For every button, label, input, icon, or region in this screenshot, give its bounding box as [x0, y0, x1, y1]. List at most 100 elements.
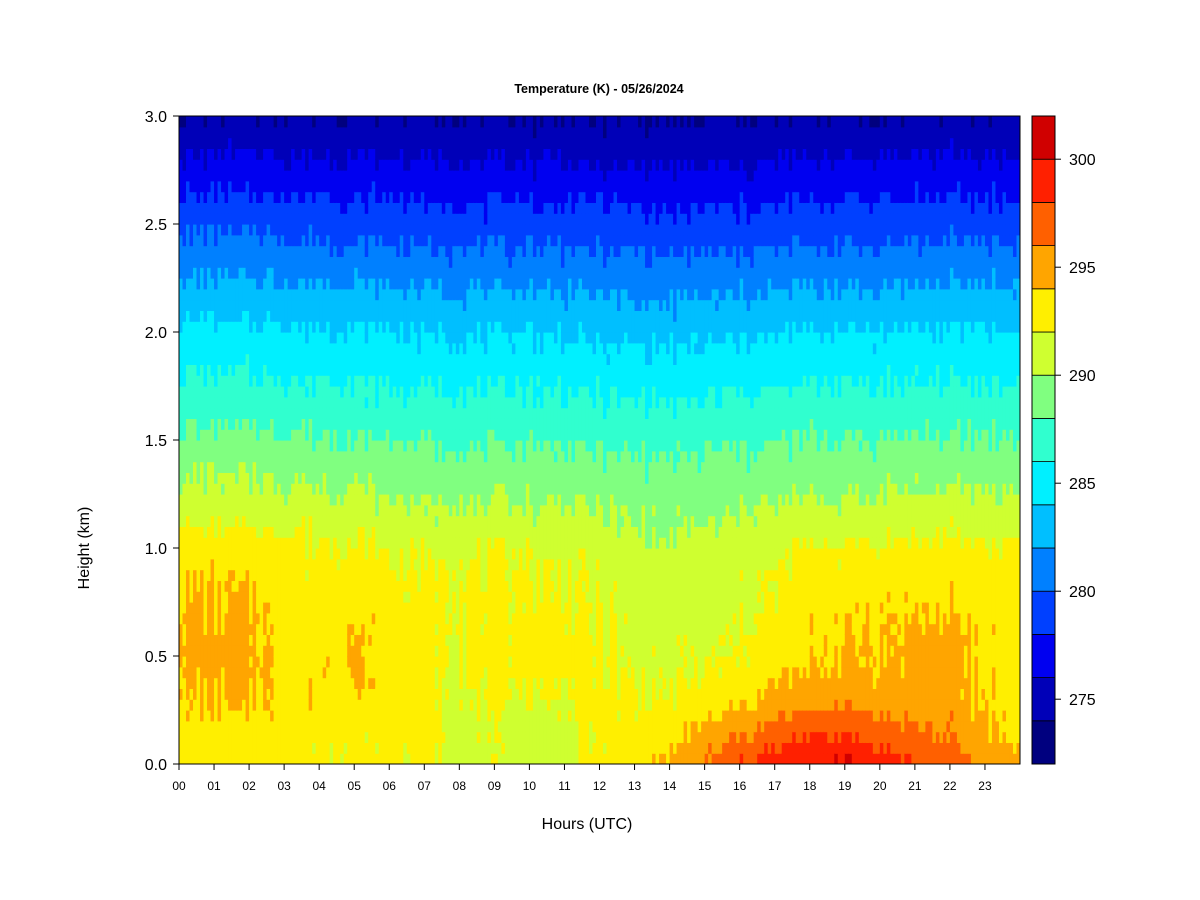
heatmap-cell [224, 742, 229, 754]
heatmap-cell [252, 569, 257, 581]
heatmap-cell [256, 116, 261, 128]
heatmap-cell [361, 623, 366, 635]
heatmap-cell [193, 180, 198, 193]
heatmap-cell [364, 558, 369, 571]
heatmap-cell [277, 645, 282, 657]
heatmap-cell [364, 440, 369, 452]
heatmap-cell [340, 548, 345, 560]
heatmap-cell [368, 580, 373, 592]
heatmap-cell [315, 731, 320, 743]
heatmap-cell [249, 116, 254, 128]
heatmap-cell [186, 148, 191, 160]
heatmap-cell [466, 342, 471, 355]
heatmap-cell [354, 137, 359, 149]
heatmap-cell [431, 634, 436, 646]
heatmap-cell [424, 602, 429, 614]
heatmap-cell [389, 440, 394, 452]
heatmap-cell [399, 537, 404, 549]
heatmap-cell [193, 569, 198, 581]
heatmap-cell [186, 137, 191, 149]
heatmap-cell [277, 288, 282, 301]
heatmap-cell [301, 126, 306, 139]
heatmap-cell [245, 137, 250, 149]
heatmap-cell [438, 407, 443, 419]
heatmap-cell [399, 332, 404, 344]
heatmap-cell [305, 267, 310, 279]
heatmap-cell [298, 677, 303, 689]
heatmap-cell [263, 191, 268, 203]
heatmap-cell [249, 720, 254, 733]
heatmap-cell [322, 753, 327, 764]
heatmap-cell [326, 710, 331, 722]
heatmap-cell [357, 310, 362, 322]
heatmap-cell [445, 634, 450, 646]
heatmap-cell [315, 256, 320, 268]
heatmap-cell [235, 386, 240, 398]
heatmap-cell [399, 666, 404, 679]
heatmap-cell [298, 418, 303, 430]
heatmap-cell [308, 245, 313, 257]
heatmap-cell [210, 612, 215, 625]
heatmap-cell [210, 558, 215, 571]
heatmap-cell [259, 256, 264, 268]
heatmap-cell [399, 418, 404, 430]
heatmap-cell [392, 440, 397, 452]
heatmap-cell [242, 742, 247, 754]
heatmap-cell [252, 278, 257, 290]
heatmap-cell [368, 742, 373, 754]
heatmap-cell [396, 170, 401, 182]
heatmap-cell [434, 548, 439, 560]
heatmap-cell [385, 504, 390, 517]
heatmap-cell [186, 256, 191, 268]
heatmap-cell [217, 180, 222, 193]
heatmap-cell [217, 234, 222, 247]
heatmap-cell [210, 515, 215, 527]
heatmap-cell [469, 731, 474, 743]
heatmap-cell [322, 699, 327, 711]
heatmap-cell [466, 677, 471, 689]
heatmap-cell [252, 159, 257, 171]
heatmap-cell [403, 386, 408, 398]
heatmap-cell [315, 548, 320, 560]
heatmap-cell [441, 548, 446, 560]
heatmap-cell [207, 699, 212, 711]
heatmap-cell [217, 267, 222, 279]
heatmap-cell [455, 558, 460, 571]
heatmap-cell [347, 461, 352, 473]
heatmap-cell [420, 375, 425, 387]
heatmap-cell [350, 602, 355, 614]
heatmap-cell [459, 407, 464, 419]
heatmap-cell [434, 353, 439, 365]
heatmap-cell [200, 310, 205, 322]
heatmap-cell [214, 256, 219, 268]
heatmap-cell [207, 116, 212, 128]
heatmap-cell [238, 526, 243, 538]
heatmap-cell [200, 461, 205, 473]
heatmap-cell [312, 256, 317, 268]
heatmap-cell [186, 504, 191, 517]
heatmap-cell [368, 645, 373, 657]
heatmap-cell [424, 116, 429, 128]
heatmap-cell [326, 299, 331, 311]
heatmap-cell [259, 623, 264, 635]
heatmap-cell [389, 472, 394, 484]
heatmap-cell [284, 159, 289, 171]
heatmap-cell [228, 310, 233, 322]
heatmap-cell [196, 278, 201, 290]
heatmap-cell [319, 602, 324, 614]
heatmap-cell [434, 375, 439, 387]
heatmap-cell [203, 450, 208, 463]
heatmap-cell [228, 299, 233, 311]
heatmap-cell [196, 720, 201, 733]
heatmap-cell [438, 440, 443, 452]
heatmap-cell [448, 537, 453, 549]
heatmap-cell [186, 461, 191, 473]
heatmap-cell [207, 245, 212, 257]
heatmap-cell [399, 180, 404, 193]
heatmap-cell [259, 548, 264, 560]
heatmap-cell [182, 677, 187, 689]
heatmap-cell [406, 580, 411, 592]
heatmap-cell [410, 634, 415, 646]
heatmap-cell [221, 688, 226, 700]
heatmap-cell [343, 116, 348, 128]
